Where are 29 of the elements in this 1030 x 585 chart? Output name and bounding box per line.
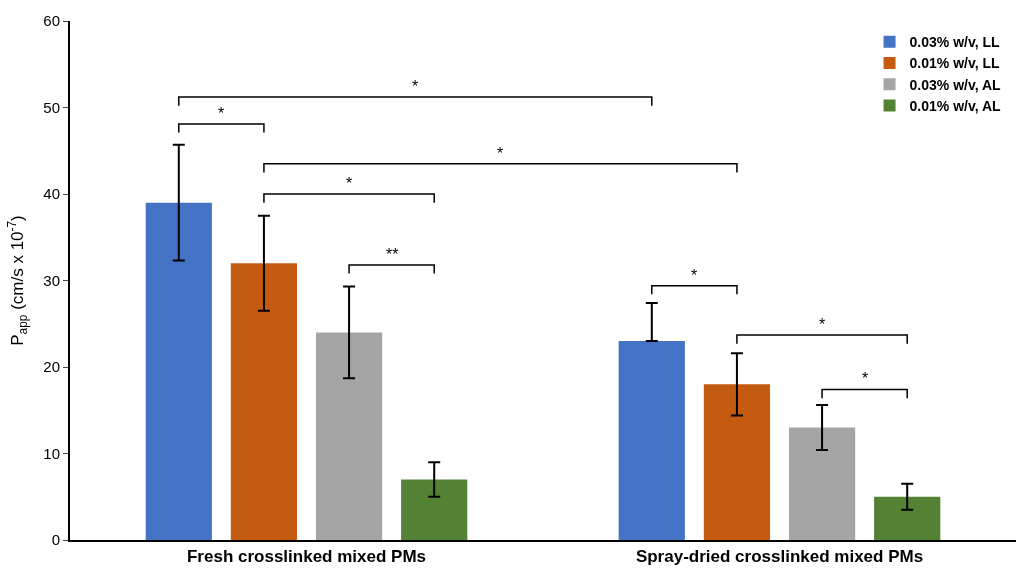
bar [230, 263, 298, 540]
y-tick-label: 40 [43, 185, 60, 203]
annotation: * [862, 370, 869, 387]
annotation: ** [386, 246, 399, 263]
annotation: * [412, 78, 419, 95]
y-tick-label: 0 [51, 531, 60, 549]
y-tick-label: 60 [43, 12, 60, 30]
bar [874, 496, 941, 540]
annotation: * [497, 145, 504, 162]
annotation: * [218, 105, 225, 122]
bar [315, 332, 383, 540]
bar [145, 202, 212, 540]
bar [401, 479, 468, 540]
y-tick-label: 30 [43, 271, 60, 289]
annotation: * [819, 316, 826, 333]
y-tick-label: 50 [43, 98, 60, 116]
x-tick-label: Fresh crosslinked mixed PMs [186, 547, 427, 567]
x-tick-label: Spray-dried crosslinked mixed PMs [635, 547, 924, 567]
legend-label: 0.03% w/v, LL [909, 34, 1000, 51]
legend-label: 0.01% w/v, LL [909, 55, 1000, 72]
bar [703, 384, 771, 540]
legend-label: 0.01% w/v, AL [909, 97, 1002, 114]
y-tick-label: 20 [43, 358, 60, 376]
bar [618, 341, 685, 540]
bar [788, 427, 856, 540]
y-tick-label: 10 [43, 444, 60, 462]
legend-label: 0.03% w/v, AL [909, 76, 1002, 93]
annotation: * [346, 175, 353, 192]
annotation: * [691, 267, 698, 284]
